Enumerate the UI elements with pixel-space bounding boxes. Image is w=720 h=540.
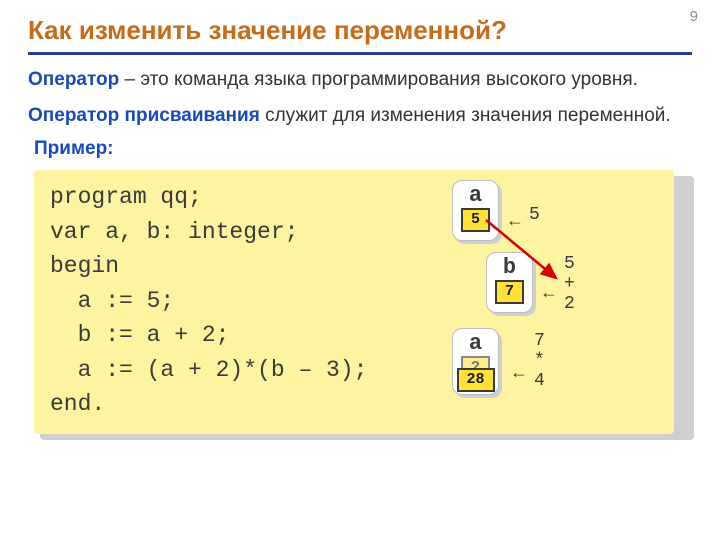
para2-rest: служит для изменения значения переменной… (260, 105, 671, 126)
var-value-a1: 5 (461, 208, 490, 231)
code-area: program qq; var a, b: integer; begin a :… (34, 170, 692, 434)
var-name-b: b (495, 255, 524, 280)
arrow-indicator-b: ← (540, 282, 558, 303)
slide-title: Как изменить значение переменной? (28, 15, 692, 55)
example-label: Пример: (34, 138, 692, 160)
arrow-indicator-a1: ← (506, 210, 524, 231)
code-line-2: var a, b: integer; (50, 215, 658, 250)
var-value-a2: 28 (456, 368, 494, 391)
page-number: 9 (690, 8, 698, 25)
para-operator: Оператор – это команда языка программиро… (28, 67, 692, 93)
var-name-a2: a (461, 331, 490, 356)
arrow-indicator-a2: ← (510, 362, 528, 383)
term-assignment: Оператор присваивания (28, 105, 260, 126)
var-box-b: b 7 (486, 252, 533, 312)
var-value-b: 7 (495, 280, 524, 303)
code-line-1: program qq; (50, 180, 658, 215)
var-box-a2: a ? 28 (452, 328, 499, 394)
code-block: program qq; var a, b: integer; begin a :… (34, 170, 674, 434)
code-line-6: a := (a + 2)*(b – 3); (50, 353, 658, 388)
note-b: 5 + 2 (564, 255, 575, 314)
note-a2: 7 * 4 (534, 332, 545, 391)
var-box-a1: a 5 (452, 180, 499, 240)
code-line-5: b := a + 2; (50, 318, 658, 353)
code-line-7: end. (50, 387, 658, 422)
para-assignment: Оператор присваивания служит для изменен… (28, 103, 692, 129)
note-a1: 5 (529, 206, 540, 226)
para1-rest: – это команда языка программирования выс… (119, 69, 638, 90)
term-operator: Оператор (28, 69, 119, 90)
var-name-a1: a (461, 183, 490, 208)
